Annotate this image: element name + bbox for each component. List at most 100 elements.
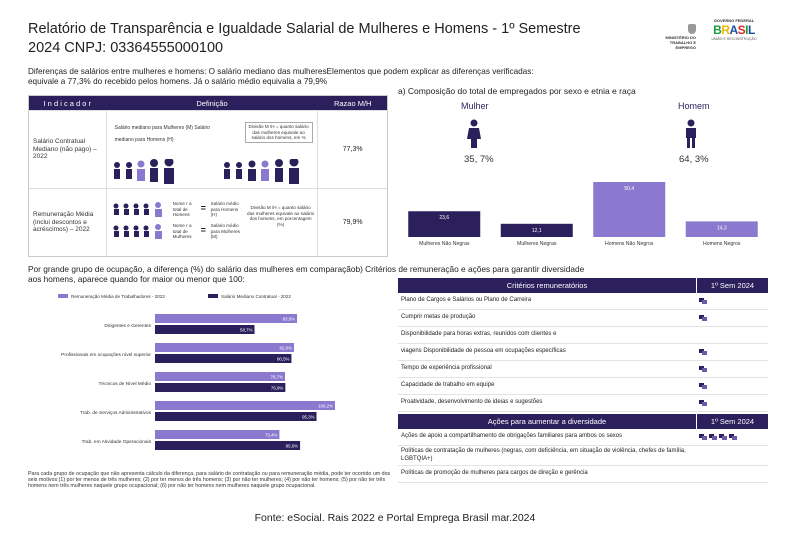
criteria-text: Cumprir metas de produção <box>401 314 476 321</box>
people-icon <box>699 366 707 372</box>
bar <box>408 211 481 237</box>
category-label: Mulheres Não Negras <box>419 241 470 247</box>
criteria-text: Ações de apoio a compartilhamento de obr… <box>401 433 623 440</box>
table-row: Políticas de contratação de mulheres (ne… <box>398 446 768 466</box>
legend-swatch <box>58 294 68 298</box>
category-label: Técnicos de Nível Médio <box>98 381 151 387</box>
legend-swatch <box>208 294 218 298</box>
criteria-mark <box>696 344 768 360</box>
people-icon <box>729 434 737 440</box>
people-icon <box>699 434 707 440</box>
criteria-text: Políticas de contratação de mulheres (ne… <box>401 448 686 462</box>
table-row: Capacidade de trabalho em equipe <box>398 378 768 395</box>
bar <box>155 354 292 363</box>
bar <box>155 372 285 381</box>
criteria-mark <box>696 361 768 377</box>
criteria-mark <box>696 327 768 343</box>
bar <box>155 401 335 410</box>
table-row: Tempo de experiência profissional <box>398 361 768 378</box>
table-header: I n d i c a d o r Definição Razao M/H <box>29 96 387 110</box>
ratio-value: 79,9% <box>342 219 363 226</box>
table-row: Remuneração Média (inclui descontos e ac… <box>29 188 387 256</box>
criteria-text: viagens Disponibilidade de pessoa em ocu… <box>401 348 566 355</box>
bar <box>593 182 666 237</box>
section-a-title: a) Composição do total de empregados por… <box>398 86 636 96</box>
table-row: Políticas de promoção de mulheres para c… <box>398 466 768 483</box>
category-label: Homens Negros <box>703 241 741 247</box>
table-row: Cumprir metas de produção <box>398 310 768 327</box>
bar <box>155 325 255 334</box>
footnote: Para cada grupo de ocupação que não apre… <box>28 471 391 490</box>
bar <box>685 221 758 237</box>
category-label: Dirigentes e Gerentes <box>104 323 151 329</box>
page-title: Relatório de Transparência e Igualdade S… <box>28 20 628 58</box>
bar <box>500 223 573 237</box>
criteria-mark <box>696 395 768 411</box>
criteria-mark <box>696 429 768 445</box>
bar-value-label: 106,2% <box>318 404 333 409</box>
people-icon <box>719 434 727 440</box>
bar-value-label: 12,1 <box>532 228 542 234</box>
mulher-label: Mulher <box>461 101 489 111</box>
criteria-mark <box>696 293 768 309</box>
criteria-text: Plano de Cargos e Salários ou Plano de C… <box>401 297 532 304</box>
bar <box>155 430 280 439</box>
bar-value-label: 80,5% <box>277 357 290 362</box>
bar-value-label: 76,9% <box>271 386 284 391</box>
brasil-wordmark: B R A S I L <box>713 23 755 37</box>
source-text: Fonte: eSocial. Rais 2022 e Portal Empre… <box>254 512 536 524</box>
table-row: Ações de apoio a compartilhamento de obr… <box>398 429 768 446</box>
ministerio-logo: MINISTÉRIO DO TRABALHO E EMPREGO <box>652 24 696 50</box>
criteria-mark <box>696 378 768 394</box>
criteria-text: Políticas de promoção de mulheres para c… <box>401 470 588 477</box>
people-icons-row2 <box>113 202 162 239</box>
category-label: Trab. de Serviços Administrativos <box>80 410 152 416</box>
man-icon <box>686 119 696 148</box>
criteria-text: Capacidade de trabalho em equipe <box>401 382 495 389</box>
title-line-2: 2024 CNPJ: 03364555000100 <box>28 40 224 56</box>
bar-value-label: 82,0% <box>280 346 293 351</box>
criteria-mark <box>696 310 768 326</box>
table-row: viagens Disponibilidade de pessoa em ocu… <box>398 344 768 361</box>
table-header: Ações para aumentar a diversidade 1º Sem… <box>398 414 768 429</box>
bar-value-label: 14,3 <box>717 225 727 231</box>
legend-label: Salário Mediano Contratual - 2022 <box>221 294 291 299</box>
mulher-percentage: 35, 7% <box>464 154 494 165</box>
definition-cell: Nome r a total de Homens = Salário médio… <box>105 189 319 256</box>
people-icon <box>699 315 707 321</box>
bar <box>155 314 298 323</box>
bar <box>155 383 286 392</box>
woman-icon <box>467 119 481 148</box>
bar-value-label: 50,4 <box>624 186 634 192</box>
bar-value-label: 73,4% <box>265 433 278 438</box>
bar-value-label: 23,6 <box>439 215 449 221</box>
section-b-title: Por grande grupo de ocupação, a diferenç… <box>28 264 585 284</box>
table-header: Critérios remuneratórios 1º Sem 2024 <box>398 278 768 293</box>
people-icon <box>699 383 707 389</box>
table-row: Plano de Cargos e Salários ou Plano de C… <box>398 293 768 310</box>
category-label: Mulheres Negras <box>517 241 557 247</box>
category-label: Homens Não Negros <box>605 241 654 247</box>
criteria-text: Proatividade, desenvolvimento de ideias … <box>401 399 543 406</box>
bar-value-label: 58,7% <box>240 328 253 333</box>
bar-value-label: 85,6% <box>286 444 299 449</box>
people-icon <box>709 434 717 440</box>
people-icon <box>699 298 707 304</box>
composition-bar-chart: 23,6 Mulheres Não Negras 12,1 Mulheres Negr… <box>408 182 758 247</box>
bar <box>155 343 294 352</box>
people-icon <box>699 400 707 406</box>
bar <box>155 441 301 450</box>
intro-text: Diferenças de salários entre mulheres e … <box>28 67 534 86</box>
salary-indicator-table: I n d i c a d o r Definição Razao M/H Sa… <box>28 95 388 257</box>
table-row: Salário Contratual Mediano (não pago) – … <box>29 110 387 188</box>
homem-percentage: 64, 3% <box>679 154 709 165</box>
homem-label: Homem <box>678 101 710 111</box>
definition-cell: Salário mediano para Mulheres (M) Salári… <box>105 111 319 188</box>
bar-value-label: 95,3% <box>302 415 315 420</box>
category-label: Trab. em Atividade Operacionais <box>82 439 152 445</box>
category-label: Profissionais em ocupações nível superio… <box>61 352 151 358</box>
criteria-mark <box>696 446 768 465</box>
governo-federal-logo: GOVERNO FEDERAL B R A S I L UNIÃO E RECO… <box>703 18 765 44</box>
crest-icon <box>688 24 696 34</box>
bar <box>155 412 317 421</box>
